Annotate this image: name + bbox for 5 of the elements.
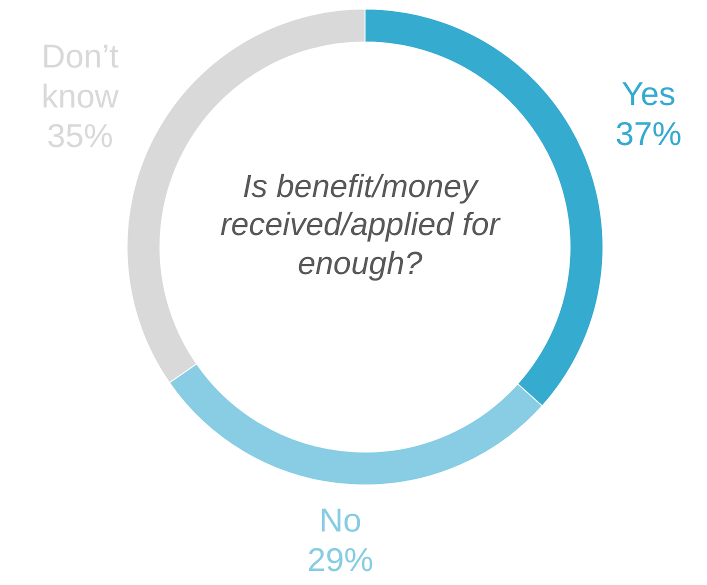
data-label: 37% [616, 114, 682, 152]
text: Is benefit/money received/applied for enough? [219, 167, 502, 282]
slice-label: Yes [622, 75, 676, 112]
slice-label: No [319, 501, 362, 538]
data-label: 29% [307, 541, 374, 578]
